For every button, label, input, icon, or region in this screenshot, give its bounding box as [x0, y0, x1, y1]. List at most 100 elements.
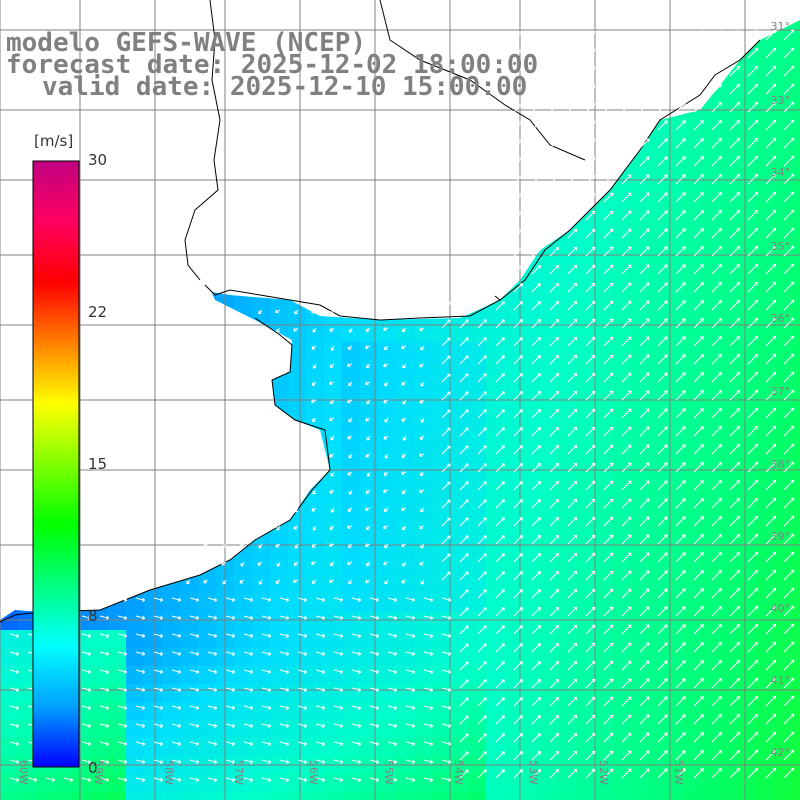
speed-cell	[630, 612, 648, 630]
speed-cell	[612, 576, 630, 594]
speed-cell	[540, 702, 558, 720]
speed-cell	[234, 702, 252, 720]
speed-cell	[666, 162, 684, 180]
speed-cell	[540, 774, 558, 792]
speed-cell	[666, 594, 684, 612]
speed-cell	[504, 558, 522, 576]
speed-cell	[612, 450, 630, 468]
speed-cell	[594, 270, 612, 288]
speed-cell	[306, 360, 324, 378]
speed-cell	[738, 774, 756, 792]
speed-cell	[432, 432, 450, 450]
speed-cell	[468, 558, 486, 576]
speed-cell	[432, 774, 450, 792]
speed-cell	[792, 486, 800, 504]
speed-cell	[576, 432, 594, 450]
speed-cell	[648, 594, 666, 612]
speed-cell	[288, 522, 306, 540]
speed-cell	[612, 324, 630, 342]
speed-cell	[540, 342, 558, 360]
speed-cell	[324, 486, 342, 504]
speed-cell	[450, 504, 468, 522]
speed-cell	[630, 198, 648, 216]
speed-cell	[702, 162, 720, 180]
speed-cell	[792, 306, 800, 324]
speed-cell	[630, 324, 648, 342]
speed-cell	[468, 450, 486, 468]
speed-cell	[540, 684, 558, 702]
speed-cell	[162, 612, 180, 630]
speed-cell	[540, 414, 558, 432]
speed-cell	[378, 630, 396, 648]
speed-cell	[648, 738, 666, 756]
speed-cell	[684, 468, 702, 486]
speed-cell	[540, 270, 558, 288]
speed-cell	[738, 558, 756, 576]
speed-cell	[612, 594, 630, 612]
speed-cell	[504, 522, 522, 540]
speed-cell	[378, 522, 396, 540]
speed-cell	[468, 792, 486, 800]
speed-cell	[738, 126, 756, 144]
speed-cell	[738, 396, 756, 414]
speed-cell	[792, 738, 800, 756]
speed-cell	[396, 738, 414, 756]
speed-cell	[378, 666, 396, 684]
speed-cell	[792, 792, 800, 800]
speed-cell	[648, 324, 666, 342]
speed-cell	[558, 792, 576, 800]
speed-cell	[792, 558, 800, 576]
speed-cell	[144, 594, 162, 612]
speed-cell	[720, 576, 738, 594]
speed-cell	[90, 648, 108, 666]
speed-cell	[432, 594, 450, 612]
speed-cell	[342, 378, 360, 396]
speed-cell	[252, 576, 270, 594]
speed-cell	[558, 522, 576, 540]
speed-cell	[666, 612, 684, 630]
speed-cell	[432, 648, 450, 666]
speed-cell	[666, 324, 684, 342]
speed-cell	[594, 702, 612, 720]
speed-cell	[378, 468, 396, 486]
speed-cell	[414, 666, 432, 684]
speed-cell	[738, 108, 756, 126]
speed-cell	[630, 216, 648, 234]
speed-cell	[756, 270, 774, 288]
speed-cell	[522, 576, 540, 594]
speed-cell	[558, 648, 576, 666]
speed-cell	[468, 684, 486, 702]
speed-cell	[90, 684, 108, 702]
speed-cell	[648, 540, 666, 558]
speed-cell	[414, 540, 432, 558]
speed-cell	[396, 630, 414, 648]
speed-cell	[198, 612, 216, 630]
speed-cell	[432, 684, 450, 702]
speed-cell	[540, 666, 558, 684]
speed-cell	[234, 576, 252, 594]
speed-cell	[396, 594, 414, 612]
speed-cell	[324, 738, 342, 756]
speed-cell	[162, 684, 180, 702]
speed-cell	[756, 72, 774, 90]
speed-cell	[792, 522, 800, 540]
speed-cell	[414, 324, 432, 342]
speed-cell	[666, 432, 684, 450]
speed-cell	[504, 738, 522, 756]
speed-cell	[738, 414, 756, 432]
speed-cell	[720, 792, 738, 800]
speed-cell	[90, 666, 108, 684]
speed-cell	[738, 216, 756, 234]
speed-cell	[540, 540, 558, 558]
speed-cell	[630, 360, 648, 378]
speed-cell	[630, 684, 648, 702]
speed-cell	[720, 342, 738, 360]
speed-cell	[450, 558, 468, 576]
longitude-label: 53W	[527, 760, 540, 785]
speed-cell	[144, 612, 162, 630]
speed-cell	[612, 468, 630, 486]
speed-cell	[792, 648, 800, 666]
speed-cell	[540, 324, 558, 342]
speed-cell	[522, 738, 540, 756]
speed-cell	[252, 630, 270, 648]
